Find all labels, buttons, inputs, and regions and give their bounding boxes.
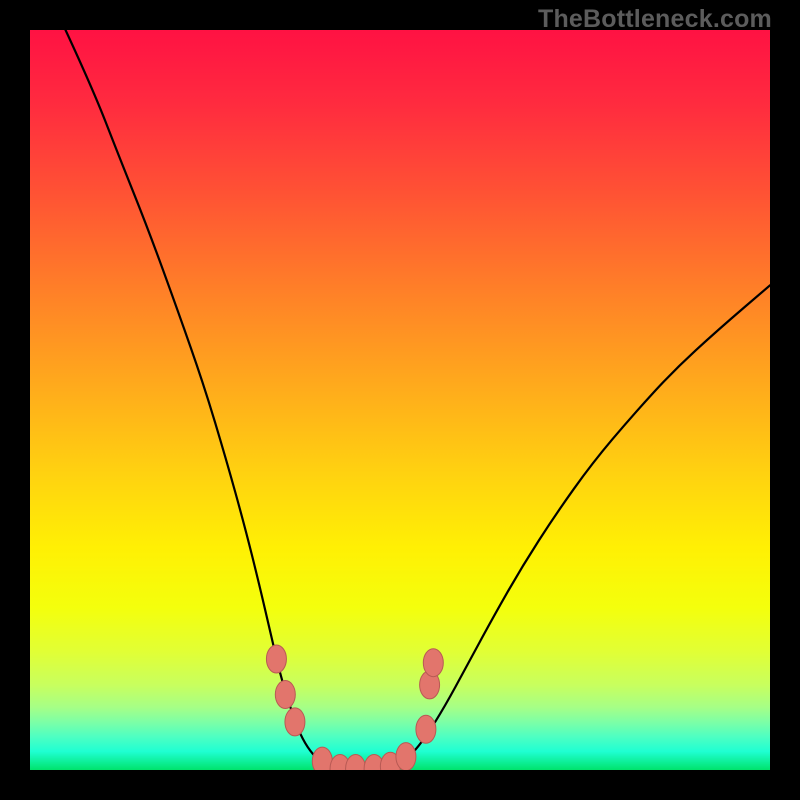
outer-frame: TheBottleneck.com: [0, 0, 800, 800]
curve-marker: [312, 747, 332, 770]
curve-marker: [416, 715, 436, 743]
watermark-text: TheBottleneck.com: [538, 5, 772, 34]
plot-area: [30, 30, 770, 770]
curve-marker: [285, 708, 305, 736]
curve-marker: [423, 649, 443, 677]
markers-layer: [30, 30, 770, 770]
curve-marker: [396, 743, 416, 770]
curve-marker: [266, 645, 286, 673]
curve-marker: [275, 681, 295, 709]
curve-marker: [346, 755, 366, 770]
